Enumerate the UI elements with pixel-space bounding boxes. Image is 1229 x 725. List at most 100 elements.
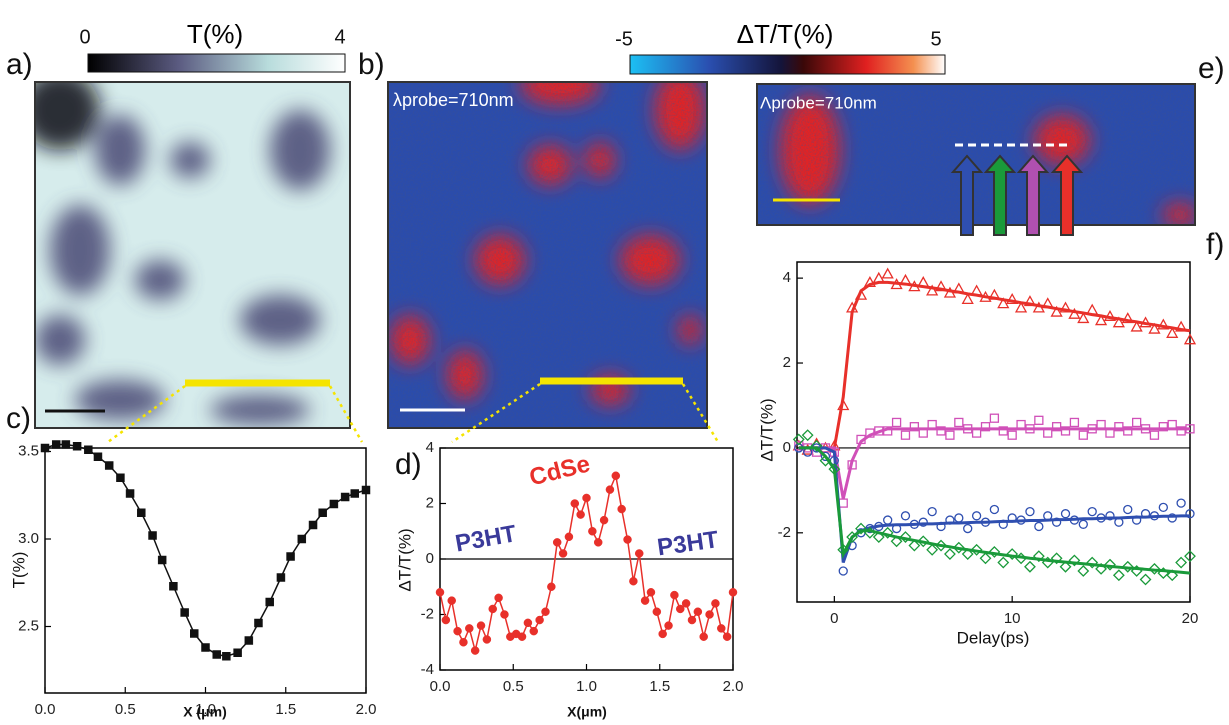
data-point [308,520,318,530]
data-point [961,548,974,560]
data-point [1087,506,1097,517]
data-point [1158,422,1168,432]
data-point [988,545,1001,558]
data-point [1183,333,1197,345]
data-point [899,531,912,543]
data-point [361,485,371,495]
data-point [1149,430,1160,440]
data-point [997,556,1010,569]
transient-map [388,82,707,428]
data-point [917,535,930,548]
data-point [51,440,61,449]
x-tick-label: 0.0 [35,701,56,718]
data-point [488,604,497,614]
data-point [855,522,867,535]
data-point [699,632,708,641]
data-point [1139,573,1152,586]
data-point [617,504,626,514]
data-point [61,440,71,449]
data-point [244,636,254,645]
data-point [564,532,574,542]
data-point [1068,307,1081,319]
data-point [611,471,621,480]
data-point [927,506,937,517]
data-point [997,297,1010,309]
data-point [820,451,831,462]
data-point [1123,426,1133,436]
data-point [838,498,848,508]
y-tick-label: -2 [778,524,791,541]
data-point [1121,312,1134,324]
data-point [297,534,307,544]
data-point [72,442,82,451]
data-point [582,493,591,503]
y-tick-label: 2 [426,494,434,511]
x-tick-label: 0.5 [503,678,524,695]
data-point [1007,430,1017,440]
data-point [881,267,894,279]
data-point [233,648,242,657]
data-point [629,576,638,586]
data-point [1051,422,1062,432]
data-point [883,515,893,525]
data-point [676,604,685,614]
data-point [1112,569,1125,582]
data-point [265,597,274,607]
data-point [588,527,597,536]
data-point [1006,548,1019,560]
data-point [1166,569,1179,582]
plot-frame [439,447,734,671]
x-tick-label: 0.0 [430,678,451,695]
data-point [1176,426,1186,436]
data-point [705,610,714,619]
data-point [664,621,673,630]
data-point [104,461,114,470]
data-point [952,541,965,554]
y-tick-label: 3.0 [18,530,39,547]
colorbar [87,53,346,73]
data-point [623,535,632,544]
data-point [1132,417,1142,428]
plot-frame [796,261,1191,603]
data-point [318,508,327,517]
position-arrows [950,154,1084,236]
data-point [1069,417,1080,428]
x-tick-label: 2.0 [723,678,744,695]
data-point [970,543,983,556]
data-point [979,552,992,565]
data-point [201,643,210,652]
data-point [137,508,146,517]
fit-line [798,280,1191,450]
x-axis-label: X (μm) [183,704,227,720]
data-point [453,626,462,636]
data-point [890,535,903,548]
colorbar-tick-label: 5 [930,28,941,50]
x-tick-label: 1.5 [649,678,670,695]
data-point [599,515,609,525]
x-tick-label: 0 [830,610,838,627]
data-point [1059,301,1072,313]
y-tick-label: 4 [426,439,434,456]
data-point [1068,554,1081,567]
y-tick-label: -4 [421,661,434,678]
data-point [1086,556,1099,569]
data-point [646,588,656,597]
data-line [44,443,367,658]
data-point [212,650,221,659]
data-point [1130,320,1143,332]
data-point [1121,560,1134,573]
data-point [900,430,911,440]
data-point [998,426,1008,436]
data-point [605,485,615,494]
data-point [93,452,103,461]
data-point [658,629,667,639]
data-point [222,652,231,661]
data-point [329,499,339,509]
data-point [1060,509,1071,519]
panel-label: f) [1206,228,1224,261]
data-point [1114,422,1124,432]
colorbar-tick-label: -5 [615,28,633,50]
annotation: CdSe [527,450,593,491]
data-point [470,646,480,655]
